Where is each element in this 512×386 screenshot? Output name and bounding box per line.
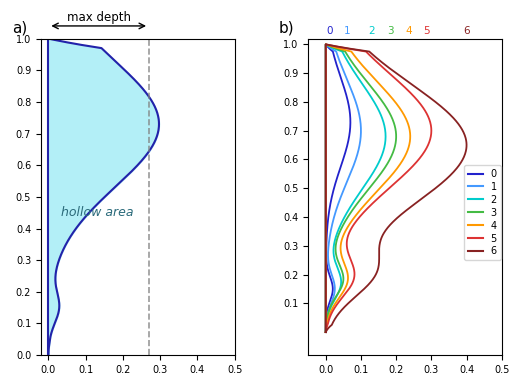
2 [323,330,329,334]
6 [323,42,329,47]
2 [323,191,329,196]
4 [323,330,329,334]
Text: 0: 0 [326,26,332,36]
Line: 1: 1 [326,44,361,332]
3 [323,330,329,334]
Legend: 0, 1, 2, 3, 4, 5, 6: 0, 1, 2, 3, 4, 5, 6 [464,165,501,260]
6 [323,191,329,196]
6 [323,89,329,93]
1 [323,42,329,47]
3 [323,251,329,255]
1 [323,251,329,255]
Text: max depth: max depth [67,11,131,24]
1 [323,121,329,126]
0 [323,330,329,334]
Text: 6: 6 [463,26,470,36]
2 [323,121,329,126]
4 [323,104,329,109]
2 [323,104,329,109]
1 [323,191,329,196]
Text: b): b) [279,20,295,35]
0 [323,191,329,196]
Line: 5: 5 [326,44,431,332]
Line: 2: 2 [326,44,386,332]
4 [337,295,343,299]
4 [323,251,329,255]
Line: 6: 6 [326,44,466,332]
4 [323,121,329,126]
0 [323,42,329,47]
5 [340,295,346,299]
1 [323,89,329,93]
0 [328,295,334,299]
0 [323,330,329,334]
5 [323,330,329,334]
2 [323,42,329,47]
4 [323,89,329,93]
Text: a): a) [12,20,27,35]
1 [330,295,336,299]
1 [323,330,329,334]
Text: 5: 5 [423,26,430,36]
Text: 3: 3 [388,26,394,36]
1 [323,104,329,109]
3 [323,121,329,126]
4 [323,191,329,196]
2 [323,251,329,255]
Text: 2: 2 [368,26,375,36]
0 [323,104,329,109]
Line: 0: 0 [326,44,350,332]
2 [323,330,329,334]
0 [323,121,329,126]
3 [323,42,329,47]
3 [323,330,329,334]
3 [323,191,329,196]
3 [323,89,329,93]
4 [323,42,329,47]
6 [352,295,358,299]
5 [323,191,329,196]
5 [323,330,329,334]
Line: 3: 3 [326,44,396,332]
Text: 1: 1 [344,26,350,36]
1 [323,330,329,334]
6 [323,251,329,255]
3 [323,104,329,109]
5 [323,89,329,93]
0 [323,251,329,255]
4 [323,330,329,334]
5 [323,42,329,47]
0 [323,89,329,93]
2 [333,295,339,299]
6 [323,121,329,126]
5 [323,121,329,126]
6 [323,104,329,109]
Text: 4: 4 [405,26,412,36]
3 [333,295,339,299]
Text: hollow area: hollow area [60,206,133,219]
5 [323,104,329,109]
6 [323,330,329,334]
6 [323,330,329,334]
5 [323,251,329,255]
2 [323,89,329,93]
Line: 4: 4 [326,44,410,332]
